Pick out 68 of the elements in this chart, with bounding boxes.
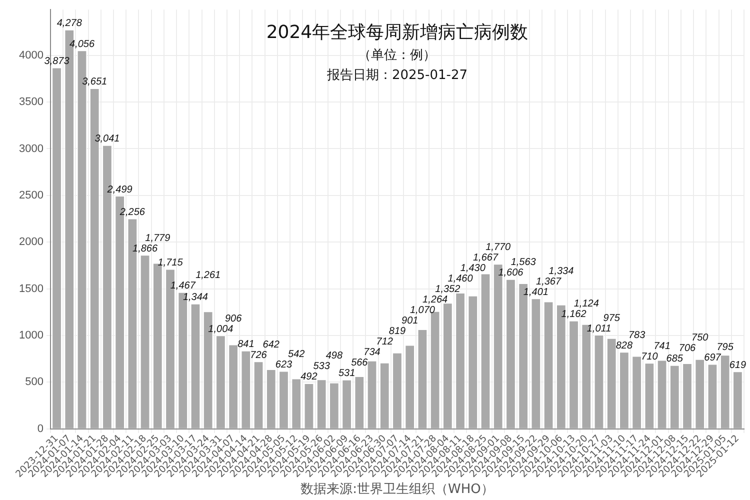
data-label: 975: [603, 312, 620, 324]
data-label: 1,011: [586, 323, 612, 334]
data-label: 819: [388, 326, 406, 338]
data-label: 3,651: [82, 76, 108, 88]
data-label: 697: [704, 352, 722, 364]
data-label: 1,430: [460, 263, 486, 274]
data-label: 2,256: [118, 207, 146, 218]
data-label: 623: [275, 360, 293, 370]
data-label: 734: [364, 347, 381, 358]
data-label: 1,563: [510, 257, 536, 268]
y-tick-label: 3500: [18, 96, 44, 108]
data-label: 498: [326, 350, 343, 362]
data-label: 1,866: [132, 243, 158, 254]
y-tick-label: 2000: [18, 236, 44, 248]
data-label: 1,261: [196, 270, 221, 282]
data-label: 642: [262, 339, 280, 350]
y-tick-label: 1500: [18, 282, 44, 295]
data-label: 741: [654, 340, 670, 352]
data-label: 533: [313, 361, 330, 372]
data-label: 1,124: [574, 298, 600, 310]
text: 2024年全球每周新增病亡病例数: [266, 22, 528, 44]
data-label: 1,070: [410, 305, 436, 316]
data-label: 1,779: [145, 232, 171, 244]
data-label: 906: [224, 313, 242, 324]
y-tick-label: 3000: [18, 142, 44, 155]
data-label: 4,278: [56, 18, 82, 30]
data-label: 1,352: [435, 284, 461, 296]
data-label: 706: [678, 343, 696, 354]
data-label: 1,344: [182, 292, 208, 304]
data-label: 542: [288, 349, 306, 360]
data-label: 901: [402, 316, 418, 327]
data-label: 1,667: [472, 252, 498, 264]
data-label: 2,499: [106, 184, 133, 196]
data-label: 4,056: [69, 38, 95, 50]
text: （单位：例）: [358, 48, 436, 64]
data-label: 1,401: [523, 286, 548, 298]
source-note: 数据来源:世界卫生组织（WHO）: [300, 482, 494, 498]
data-label: 1,606: [498, 268, 524, 279]
data-label: 1,334: [548, 266, 574, 277]
annotation: 报告日期：2025-01-27: [326, 68, 468, 84]
data-label: 726: [250, 350, 268, 361]
data-label: 750: [692, 332, 709, 344]
y-tick-label: 0: [37, 422, 44, 435]
data-label: 783: [628, 330, 646, 341]
data-label: 619: [729, 360, 746, 371]
y-tick-label: 4000: [18, 49, 44, 62]
data-label: 685: [666, 354, 684, 365]
data-label: 1,367: [536, 276, 562, 288]
data-label: 1,004: [208, 324, 234, 335]
data-label: 841: [238, 339, 254, 350]
data-label: 3,873: [44, 56, 70, 67]
data-label: 795: [716, 342, 734, 354]
data-label: 710: [641, 351, 658, 362]
y-tick-label: 500: [25, 376, 44, 388]
data-label: 3,041: [94, 134, 120, 145]
data-label: 1,162: [561, 309, 587, 320]
data-label: 1,467: [170, 280, 196, 292]
y-tick-label: 2500: [18, 189, 44, 202]
data-label: 712: [376, 336, 394, 348]
data-label: 492: [300, 372, 318, 383]
y-tick-label: 1000: [18, 330, 44, 342]
data-label: 566: [351, 358, 368, 369]
data-label: 1,770: [486, 242, 512, 254]
data-label: 828: [616, 340, 633, 352]
data-label: 531: [338, 368, 356, 380]
data-label: 1,715: [158, 258, 184, 269]
data-label: 1,264: [422, 294, 448, 306]
data-label: 1,460: [448, 274, 474, 285]
